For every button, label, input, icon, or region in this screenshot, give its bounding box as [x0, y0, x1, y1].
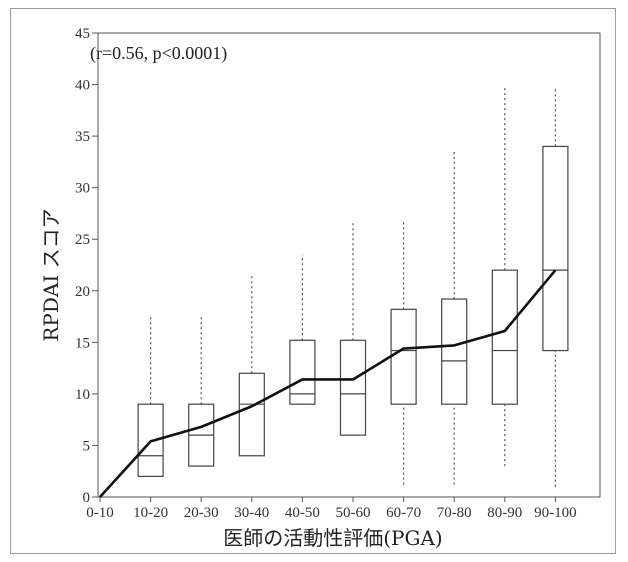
- box: [238, 372, 265, 457]
- x-axis: 0-10 10-20 20-30 30-40 40-50 50-60 60-70 70-80 8…: [86, 497, 577, 521]
- y-tick-label: 10: [75, 387, 90, 403]
- y-axis: 0 5 10 15 20 25 30 35 40 45: [75, 26, 98, 506]
- x-tick-label: 20-30: [184, 505, 219, 521]
- box-90-100: [542, 86, 569, 487]
- x-tick-label: 60-70: [386, 505, 421, 521]
- box: [542, 145, 569, 352]
- box-30-40: [238, 275, 265, 457]
- box: [339, 339, 367, 436]
- y-tick-label: 5: [83, 438, 91, 454]
- x-tick-label: 10-20: [133, 505, 168, 521]
- box-series: [137, 86, 569, 487]
- y-axis-label: RPDAI スコア: [39, 208, 63, 341]
- box: [491, 269, 518, 405]
- chart-frame: [10, 8, 616, 554]
- box-40-50: [289, 254, 316, 405]
- y-tick-label: 40: [75, 78, 90, 94]
- box-20-30: [188, 316, 215, 467]
- box-80-90: [491, 86, 518, 467]
- box: [137, 403, 164, 477]
- y-tick-label: 35: [75, 129, 90, 145]
- y-tick-label: 0: [83, 490, 91, 506]
- y-tick-label: 20: [75, 284, 90, 300]
- trend-line: [99, 269, 557, 498]
- x-tick-label: 80-90: [487, 505, 522, 521]
- x-tick-label: 0-10: [86, 505, 114, 521]
- box: [390, 308, 417, 405]
- y-tick-label: 15: [75, 335, 90, 351]
- box-10-20: [137, 316, 164, 477]
- box-70-80: [441, 151, 468, 485]
- x-tick-label: 70-80: [437, 505, 472, 521]
- x-tick-label: 50-60: [336, 505, 371, 521]
- x-tick-label: 30-40: [234, 505, 269, 521]
- y-tick-label: 30: [75, 181, 90, 197]
- x-axis-label: 医師の活動性評価(PGA): [223, 526, 442, 550]
- x-tick-label: 90-100: [534, 505, 577, 521]
- box: [441, 298, 468, 405]
- y-tick-label: 45: [75, 26, 90, 42]
- plot-area: [97, 32, 601, 498]
- x-tick-label: 40-50: [285, 505, 320, 521]
- y-tick-label: 25: [75, 232, 90, 248]
- box: [289, 339, 316, 405]
- correlation-annotation: (r=0.56, p<0.0001): [90, 43, 227, 64]
- box-50-60: [339, 220, 367, 436]
